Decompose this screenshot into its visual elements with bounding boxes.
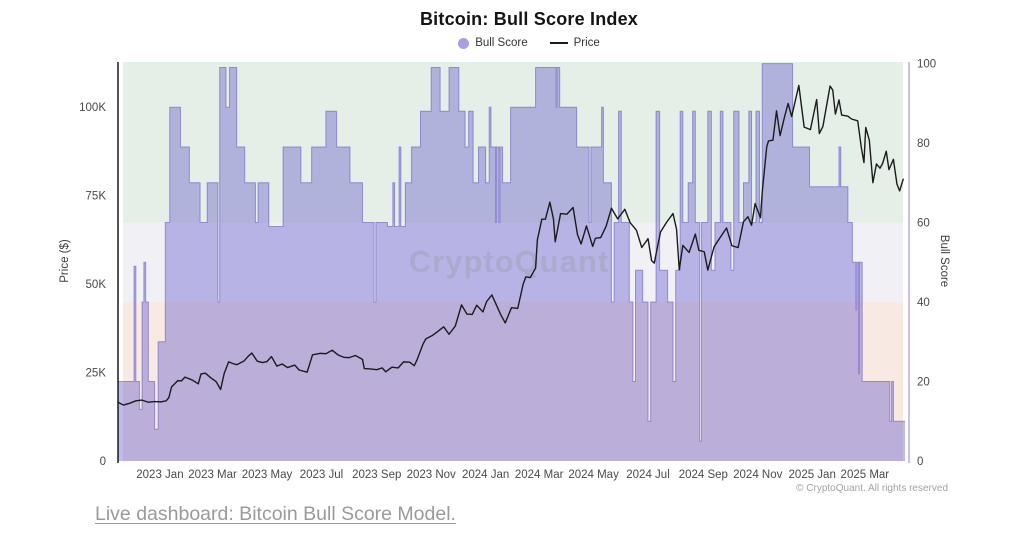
x-tick-label: 2024 May [568,469,619,481]
legend-item-price[interactable]: Price [549,37,600,49]
watermark: CryptoQuant [409,244,609,279]
x-axis: 2023 Jan 2023 Mar 2023 May 2023 Jul 2023 Sep… [136,469,889,481]
live-dashboard-link[interactable]: Live dashboard: Bitcoin Bull Score Model… [95,503,456,525]
x-tick-label: 2023 Jul [300,469,343,481]
x-tick-label: 2024 Mar [515,469,564,481]
y-left-tick-label: 50K [86,279,107,291]
chart-title: Bitcoin: Bull Score Index [419,9,639,29]
y-left-tick-label: 100K [79,102,106,114]
x-tick-label: 2023 Nov [407,469,456,481]
x-tick-label: 2023 Sep [352,469,401,481]
x-tick-label: 2024 Jul [626,469,669,481]
price-line [117,84,904,406]
y-right-tick-label: 80 [917,138,930,150]
band-neutral [123,222,903,303]
bull-score-area-outline [117,63,905,461]
y-left-tick-label: 0 [100,456,106,468]
y-axis-right-title: Bull Score [938,235,950,287]
copyright-notice: © CryptoQuant. All rights reserved [796,483,948,494]
legend-item-bull-score[interactable]: Bull Score [458,37,528,49]
chart-legend: Bull Score Price [118,37,940,49]
x-tick-label: 2025 Jan [789,469,836,481]
y-right-tick-label: 60 [917,218,930,230]
y-axis-left: 0 25K 50K 75K 100K [79,102,106,468]
y-right-tick-label: 100 [917,59,936,71]
x-tick-label: 2024 Sep [679,469,728,481]
x-tick-label: 2024 Jan [462,469,509,481]
y-left-tick-label: 75K [86,190,107,202]
y-axis-left-title: Price ($) [59,239,71,283]
y-right-tick-label: 20 [917,377,930,389]
x-tick-label: 2024 Nov [733,469,782,481]
band-bull [123,62,903,223]
score-bands [123,62,903,461]
legend-label-price: Price [573,37,600,49]
price-swatch-icon [549,42,568,44]
legend-label-bull-score: Bull Score [475,37,528,49]
y-right-tick-label: 0 [917,456,923,468]
bull-score-swatch-icon [458,37,470,49]
x-tick-label: 2025 Mar [841,469,890,481]
x-tick-label: 2023 May [242,469,293,481]
y-right-tick-label: 40 [917,297,930,309]
band-bear [123,302,903,461]
x-tick-label: 2023 Jan [136,469,183,481]
y-axis-right: 0 20 40 60 80 100 [917,59,936,468]
x-tick-label: 2023 Mar [188,469,237,481]
y-left-tick-label: 25K [86,367,107,379]
